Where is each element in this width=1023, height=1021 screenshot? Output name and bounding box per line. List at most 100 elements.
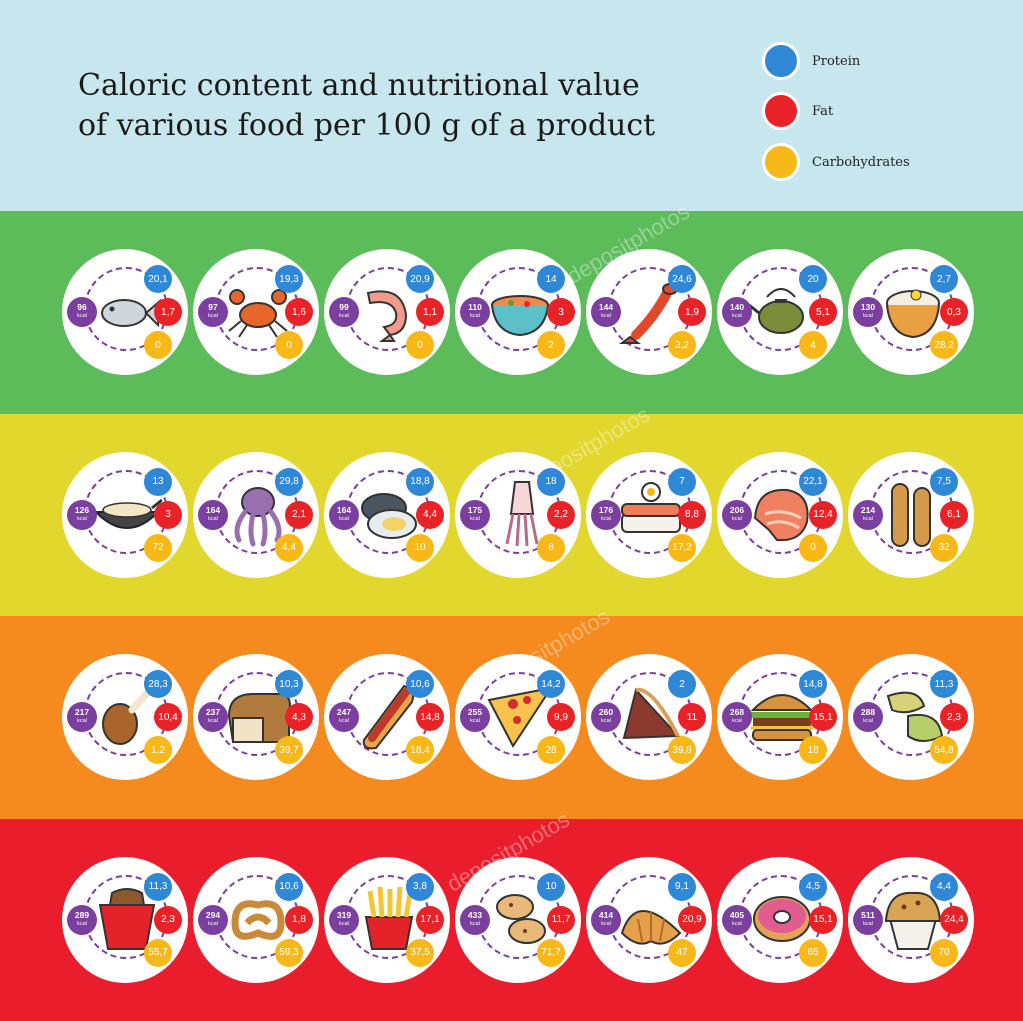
kcal-value: 176 — [598, 504, 614, 515]
protein-badge: 3,8 — [406, 872, 434, 901]
kcal-unit: kcal — [732, 718, 742, 725]
food-card: 96 kcal 20,1 1,7 0 — [62, 249, 188, 376]
kcal-unit: kcal — [339, 313, 349, 320]
fat-badge: 15,1 — [809, 905, 837, 934]
kcal-unit: kcal — [601, 718, 611, 725]
kcal-unit: kcal — [863, 515, 873, 522]
food-card: 110 kcal 14 3 2 — [455, 249, 581, 376]
kcal-badge: 206 kcal — [722, 499, 752, 530]
fat-badge: 2,1 — [285, 500, 313, 529]
food-card: 176 kcal 7 8,8 17,2 — [586, 451, 712, 578]
kcal-value: 511 — [861, 909, 875, 920]
carbohydrates-badge: 39,8 — [668, 736, 696, 765]
fat-badge: 4,3 — [285, 703, 313, 732]
food-card: 97 kcal 19,3 1,6 0 — [193, 249, 319, 376]
burger-icon — [747, 680, 817, 752]
kcal-unit: kcal — [863, 920, 873, 927]
protein-badge: 24,6 — [668, 265, 696, 294]
kcal-badge: 175 kcal — [460, 499, 490, 530]
kcal-value: 260 — [598, 707, 614, 718]
kcal-unit: kcal — [601, 313, 611, 320]
kcal-value: 99 — [339, 302, 349, 313]
protein-badge: 4,5 — [799, 872, 827, 901]
noodle-box-icon — [92, 883, 162, 955]
carbohydrates-badge: 71,7 — [537, 938, 565, 967]
protein-badge: 28,3 — [144, 670, 172, 699]
rice-bowl-icon — [878, 275, 948, 347]
food-card: 99 kcal 20,9 1,1 0 — [324, 249, 450, 376]
fat-badge: 14,8 — [416, 703, 444, 732]
protein-badge: 29,8 — [275, 467, 303, 496]
food-card: 175 kcal 18 2,2 8 — [455, 451, 581, 578]
kcal-unit: kcal — [208, 718, 218, 725]
kcal-unit: kcal — [339, 515, 349, 522]
kcal-badge: 99 kcal — [329, 297, 359, 328]
fat-badge: 11,7 — [547, 905, 575, 934]
food-card: 294 kcal 10,6 1,8 59,3 — [193, 856, 319, 983]
food-row-band: depositphotos 96 kcal 20,1 1,7 0 97 kcal 19,3 1,6… — [0, 198, 1023, 414]
kcal-unit: kcal — [732, 515, 742, 522]
food-card: 511 kcal 4,4 24,4 70 — [848, 856, 974, 983]
kcal-badge: 140 kcal — [722, 297, 752, 328]
food-card: 130 kcal 2,7 0,3 28,2 — [848, 249, 974, 376]
carbohydrates-badge: 18,4 — [406, 736, 434, 765]
food-card: 288 kcal 11,3 2,3 54,8 — [848, 654, 974, 781]
kcal-value: 405 — [729, 909, 745, 920]
kcal-value: 289 — [74, 909, 90, 920]
soup-bowl-icon — [485, 275, 555, 347]
kcal-unit: kcal — [732, 920, 742, 927]
page-title: Caloric content and nutritional value of… — [78, 66, 738, 146]
kcal-badge: 96 kcal — [67, 297, 97, 328]
protein-badge: 20,9 — [406, 265, 434, 294]
food-card: 414 kcal 9,1 20,9 47 — [586, 856, 712, 983]
kcal-badge: 247 kcal — [329, 702, 359, 733]
carbohydrates-badge: 59,3 — [275, 938, 303, 967]
kcal-badge: 288 kcal — [853, 702, 883, 733]
kcal-value: 164 — [205, 504, 221, 515]
protein-badge: 7 — [668, 467, 696, 496]
pasta-icon — [878, 680, 948, 752]
kcal-badge: 414 kcal — [591, 904, 621, 935]
cookies-icon — [485, 883, 555, 955]
muffin-icon — [878, 883, 948, 955]
food-card: 164 kcal 29,8 2,1 4,4 — [193, 451, 319, 578]
protein-badge: 10,3 — [275, 670, 303, 699]
food-card: 268 kcal 14,8 15,1 18 — [717, 654, 843, 781]
kcal-badge: 130 kcal — [853, 297, 883, 328]
carbohydrates-badge: 1,2 — [144, 736, 172, 765]
kcal-badge: 433 kcal — [460, 904, 490, 935]
fat-badge: 20,9 — [678, 905, 706, 934]
kcal-value: 433 — [467, 909, 483, 920]
wok-icon — [92, 478, 162, 550]
kcal-badge: 176 kcal — [591, 499, 621, 530]
fat-badge: 11 — [678, 703, 706, 732]
pie-slice-icon — [616, 680, 686, 752]
kcal-unit: kcal — [863, 718, 873, 725]
octopus-icon — [223, 478, 293, 550]
carbohydrates-badge: 70 — [930, 938, 958, 967]
kcal-value: 144 — [598, 302, 614, 313]
carbohydrates-badge: 3,2 — [668, 331, 696, 360]
kcal-unit: kcal — [470, 515, 480, 522]
protein-badge: 9,1 — [668, 872, 696, 901]
kcal-unit: kcal — [77, 718, 87, 725]
protein-badge: 20,1 — [144, 265, 172, 294]
fat-badge: 24,4 — [940, 905, 968, 934]
kcal-unit: kcal — [208, 515, 218, 522]
kcal-unit: kcal — [601, 515, 611, 522]
carbohydrates-badge: 4,4 — [275, 533, 303, 562]
food-card: 260 kcal 2 11 39,8 — [586, 654, 712, 781]
kcal-value: 96 — [77, 302, 87, 313]
crab-icon — [223, 275, 293, 347]
kcal-badge: 97 kcal — [198, 297, 228, 328]
kcal-unit: kcal — [470, 920, 480, 927]
kcal-unit: kcal — [601, 920, 611, 927]
carbohydrates-badge: 32 — [930, 533, 958, 562]
kcal-unit: kcal — [77, 920, 87, 927]
protein-badge: 11,3 — [144, 872, 172, 901]
shrimp-icon — [354, 275, 424, 347]
kcal-unit: kcal — [208, 313, 218, 320]
carbohydrates-badge: 0 — [275, 331, 303, 360]
carbohydrates-badge: 65 — [799, 938, 827, 967]
kcal-badge: 144 kcal — [591, 297, 621, 328]
